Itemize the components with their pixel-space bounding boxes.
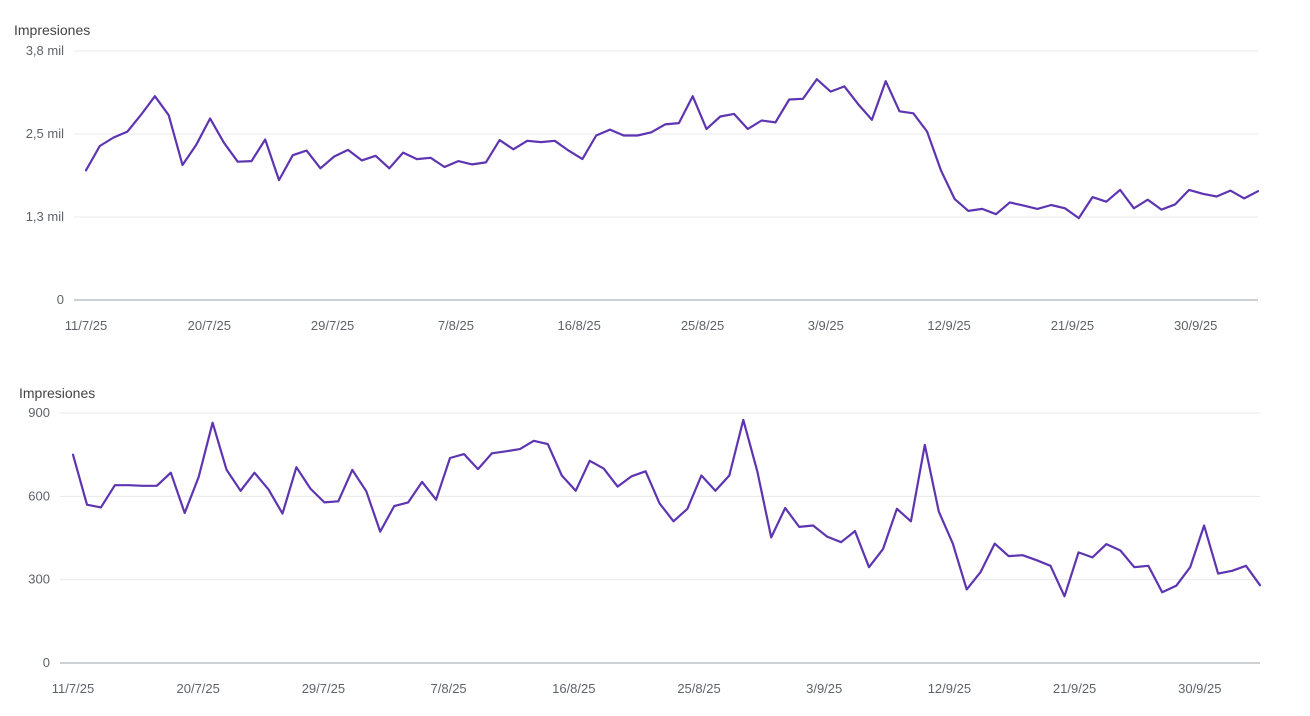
x-tick-label: 20/7/25 — [177, 681, 220, 696]
x-tick-label: 7/8/25 — [438, 318, 474, 333]
impressions-chart-bottom: Impresiones 0 300 600 900 11/7/25 20/7/25 29/7/… — [19, 385, 1262, 696]
y-axis-label: Impresiones — [14, 22, 90, 38]
y-tick-label: 300 — [28, 572, 50, 587]
y-tick-label: 1,3 mil — [26, 209, 64, 224]
y-tick-label: 2,5 mil — [26, 126, 64, 141]
x-tick-label: 30/9/25 — [1178, 681, 1221, 696]
x-tick-label: 25/8/25 — [681, 318, 724, 333]
series-line-impresiones — [71, 418, 1262, 598]
y-axis-label: Impresiones — [19, 385, 95, 401]
x-tick-label: 12/9/25 — [927, 318, 970, 333]
series-line-impresiones — [84, 78, 1260, 220]
y-tick-label: 900 — [28, 405, 50, 420]
x-tick-label: 16/8/25 — [558, 318, 601, 333]
x-tick-label: 21/9/25 — [1053, 681, 1096, 696]
y-tick-label: 0 — [57, 292, 64, 307]
x-tick-label: 29/7/25 — [311, 318, 354, 333]
x-tick-label: 16/8/25 — [552, 681, 595, 696]
x-tick-label: 30/9/25 — [1174, 318, 1217, 333]
x-tick-label: 11/7/25 — [52, 681, 94, 696]
y-tick-label: 3,8 mil — [26, 43, 64, 58]
y-tick-label: 0 — [43, 655, 50, 670]
x-tick-label: 3/9/25 — [806, 681, 842, 696]
y-tick-label: 600 — [28, 488, 50, 503]
x-tick-label: 11/7/25 — [65, 318, 107, 333]
x-tick-label: 7/8/25 — [431, 681, 467, 696]
x-tick-label: 12/9/25 — [928, 681, 971, 696]
x-tick-label: 25/8/25 — [677, 681, 720, 696]
x-tick-label: 20/7/25 — [188, 318, 231, 333]
x-tick-label: 21/9/25 — [1051, 318, 1094, 333]
impressions-chart-top: Impresiones 0 1,3 mil 2,5 mil 3,8 mil 11/7/25… — [14, 22, 1260, 333]
x-tick-label: 29/7/25 — [302, 681, 345, 696]
x-tick-label: 3/9/25 — [808, 318, 844, 333]
